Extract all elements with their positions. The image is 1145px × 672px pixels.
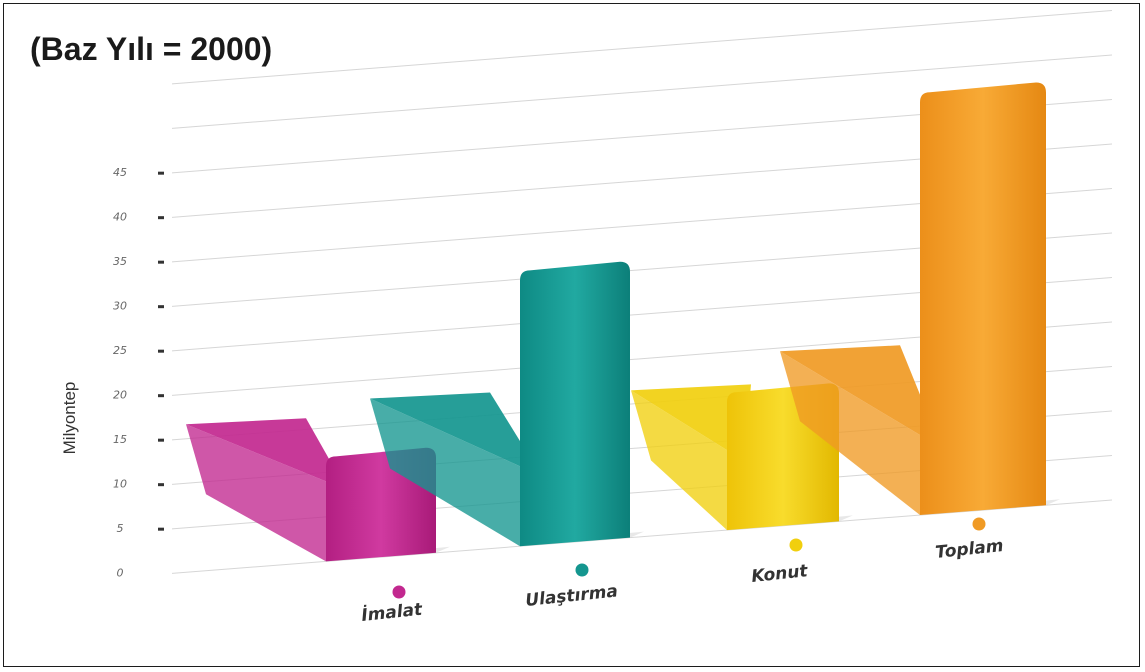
- chart-canvas: 0 5 10 15 20 25 30 35 40 45 İmalat Ulaştırma Konut T…: [30, 10, 1113, 626]
- gridline: [171, 10, 1113, 85]
- y-tick-label: 35: [113, 255, 127, 268]
- y-tick-label: 0: [117, 566, 124, 579]
- y-tick-mark: [158, 527, 164, 531]
- y-tick-mark: [158, 305, 164, 309]
- y-tick-label: 25: [113, 344, 127, 357]
- bar-back-top: [631, 384, 751, 455]
- y-tick-mark: [158, 438, 164, 442]
- category-label: Konut: [750, 561, 809, 587]
- y-tick-mark: [158, 260, 164, 264]
- bar-back-side: [186, 424, 326, 562]
- y-tick-mark: [158, 216, 164, 220]
- bar-back-side: [631, 390, 727, 531]
- y-tick-mark: [158, 171, 164, 175]
- chart-title: (Baz Yılı = 2000): [30, 31, 272, 67]
- y-tick-mark: [158, 483, 164, 487]
- bar-back-side: [780, 351, 920, 516]
- y-tick-mark: [158, 349, 164, 353]
- bar-front: [520, 261, 630, 547]
- y-tick-mark: [158, 394, 164, 398]
- bar-back-top: [780, 345, 938, 440]
- bar-back-top: [370, 392, 538, 471]
- category-dot: [575, 563, 589, 577]
- y-tick-label: 45: [113, 166, 127, 179]
- category-dot: [789, 538, 803, 552]
- bar-back-top: [186, 418, 344, 486]
- gridline: [171, 54, 1113, 129]
- category-label: Toplam: [934, 536, 1004, 563]
- bar-back-side: [370, 398, 520, 547]
- bar-front: [920, 82, 1046, 516]
- category-label: Ulaştırma: [524, 581, 618, 611]
- y-axis-label: Milyontep: [60, 382, 79, 455]
- y-axis-ticks: 0 5 10 15 20 25 30 35 40 45: [113, 166, 164, 579]
- y-tick-label: 5: [117, 522, 124, 535]
- y-tick-label: 15: [113, 433, 127, 446]
- y-tick-label: 30: [113, 299, 127, 312]
- category-dot: [972, 517, 986, 531]
- y-tick-label: 10: [113, 477, 127, 490]
- y-tick-label: 40: [113, 210, 127, 223]
- category-dot: [392, 585, 406, 599]
- category-label: İmalat: [360, 598, 424, 626]
- y-tick-label: 20: [113, 388, 127, 401]
- chart-frame: 0 5 10 15 20 25 30 35 40 45 İmalat Ulaştırma Konut T…: [3, 3, 1140, 667]
- bars: [186, 82, 1060, 562]
